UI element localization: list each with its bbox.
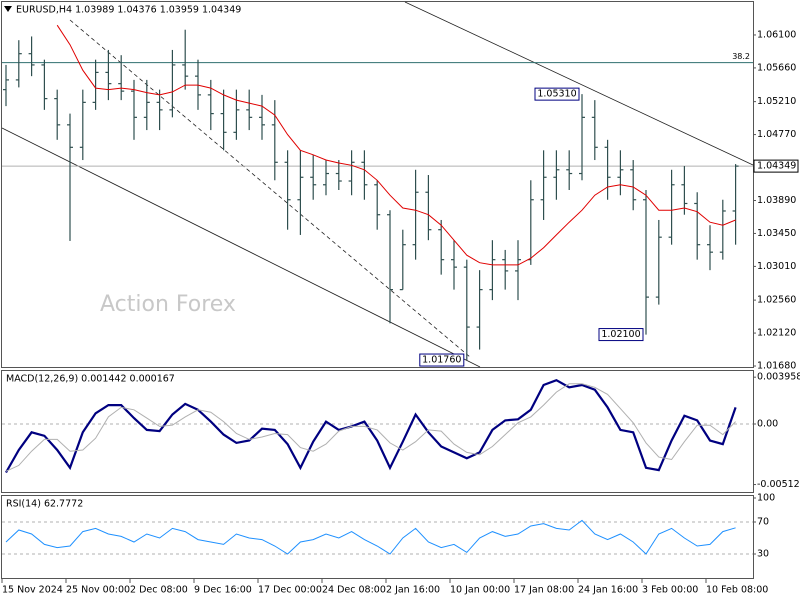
y-tick-label: 30 [757,549,769,560]
y-tick-label: 0.00 [757,418,778,429]
x-tick-label: 10 Jan 00:00 [450,585,510,596]
y-tick-label: 1.05660 [757,62,796,73]
y-tick-label: 1.03010 [757,261,796,272]
y-tick-label: 100 [757,493,775,504]
x-tick-label: 17 Jan 08:00 [514,585,574,596]
rsi-header: RSI(14) 62.7772 [6,499,83,510]
y-tick-label: 1.03450 [757,228,796,239]
watermark: Action Forex [100,292,236,317]
x-tick-label: 10 Feb 08:00 [706,585,768,596]
channel-lower [1,127,481,368]
y-tick-label: -0.00512 [757,479,800,490]
moving-average [56,24,736,266]
price-header: EURUSD,H4 1.03989 1.04376 1.03959 1.0434… [16,5,241,16]
symbol-arrow [4,6,12,12]
annotation-label: 1.01760 [422,355,461,366]
x-tick-label: 2 Dec 08:00 [130,585,188,596]
last-price-box [753,159,799,173]
x-tick-label: 3 Feb 00:00 [642,585,698,596]
channel-upper [404,1,754,166]
annotation-label: 1.02100 [601,329,640,340]
y-tick-label: 1.02120 [757,328,796,339]
y-tick-label: 1.04770 [757,129,796,140]
rsi-panel [1,495,754,579]
x-tick-label: 24 Dec 08:00 [322,585,386,596]
fib-label: 38.2 [732,52,750,61]
y-tick-label: 1.03890 [757,195,796,206]
annotation-label: 1.05310 [537,89,576,100]
x-tick-label: 2 Jan 16:00 [386,585,440,596]
annotation-box [534,87,580,101]
annotation-box [598,328,644,342]
y-tick-label: 1.02560 [757,295,796,306]
y-tick-label: 1.01680 [757,361,796,372]
annotation-box [419,353,465,367]
last-price-label: 1.04349 [757,161,796,172]
x-tick-label: 25 Nov 00:00 [66,585,130,596]
y-tick-label: 70 [757,517,769,528]
trend-line [69,19,471,358]
x-tick-label: 9 Dec 16:00 [194,585,252,596]
price-panel [1,1,754,368]
y-tick-label: 1.06100 [757,29,796,40]
macd-line [5,378,737,474]
y-tick-label: 1.05210 [757,96,796,107]
x-tick-label: 17 Dec 00:00 [258,585,322,596]
macd-panel [1,370,754,493]
y-tick-label: 0.003958 [757,372,800,383]
signal-line [5,383,736,472]
x-tick-label: 15 Nov 2024 [2,585,63,596]
macd-header: MACD(12,26,9) 0.001442 0.000167 [6,374,175,385]
rsi-line [5,519,736,555]
x-tick-label: 24 Jan 16:00 [578,585,638,596]
